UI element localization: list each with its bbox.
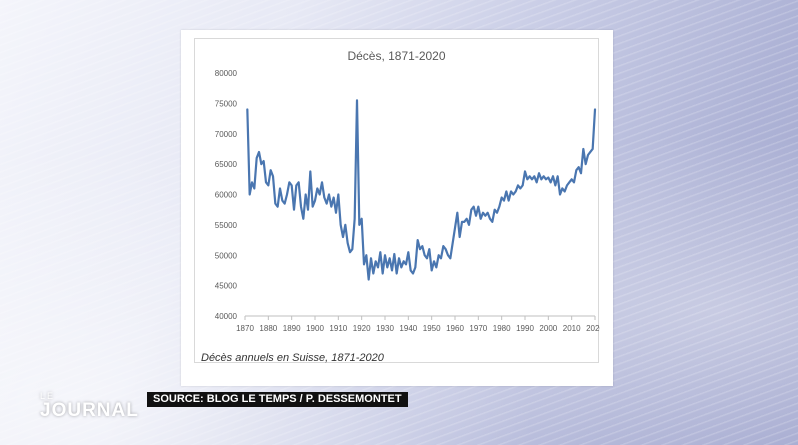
series-line-deaths: [246, 99, 597, 281]
chart-caption: Décès annuels en Suisse, 1871-2020: [201, 352, 384, 364]
x-tick-label: 2000: [539, 324, 557, 333]
line-chart: 40000 45000 50000 55000 60000 65000 70000 75000…: [215, 69, 600, 333]
y-tick-label: 55000: [215, 221, 238, 230]
le-journal-logo: LE JOURNAL: [40, 392, 139, 421]
y-tick-label: 45000: [215, 282, 238, 291]
x-tick-label: 1870: [236, 324, 254, 333]
y-tick-label: 40000: [215, 312, 238, 321]
y-axis-ticks: 40000 45000 50000 55000 60000 65000 70000 75000…: [215, 69, 238, 321]
x-tick-label: 2020: [586, 324, 600, 333]
x-tick-label: 1980: [493, 324, 511, 333]
x-tick-label: 1900: [306, 324, 324, 333]
x-tick-label: 2010: [563, 324, 581, 333]
x-tick-label: 1990: [516, 324, 534, 333]
x-tick-label: 1960: [446, 324, 464, 333]
y-tick-label: 65000: [215, 160, 238, 169]
x-axis-ticks: 1870 1880 1890 1900 1910 1920 1930 1940 1950 1960…: [236, 316, 600, 333]
y-tick-label: 50000: [215, 251, 238, 260]
x-tick-label: 1930: [376, 324, 394, 333]
chart-card: Décès, 1871-2020 40000 45000 50000 55000 600…: [181, 30, 613, 386]
x-tick-label: 1880: [259, 324, 277, 333]
x-tick-label: 1920: [353, 324, 371, 333]
source-banner: SOURCE: BLOG LE TEMPS / P. DESSEMONTET: [147, 392, 408, 407]
y-tick-label: 80000: [215, 69, 238, 78]
x-tick-label: 1940: [399, 324, 417, 333]
x-tick-label: 1910: [329, 324, 347, 333]
chart-title: Décès, 1871-2020: [347, 49, 446, 63]
logo-main-text: JOURNAL: [40, 400, 139, 421]
x-tick-label: 1970: [469, 324, 487, 333]
x-tick-label: 1950: [423, 324, 441, 333]
x-tick-label: 1890: [283, 324, 301, 333]
chart-frame: Décès, 1871-2020 40000 45000 50000 55000 600…: [194, 38, 600, 363]
y-tick-label: 60000: [215, 191, 238, 200]
y-tick-label: 75000: [215, 99, 238, 108]
logo-top-text: LE: [40, 391, 56, 401]
y-tick-label: 70000: [215, 130, 238, 139]
